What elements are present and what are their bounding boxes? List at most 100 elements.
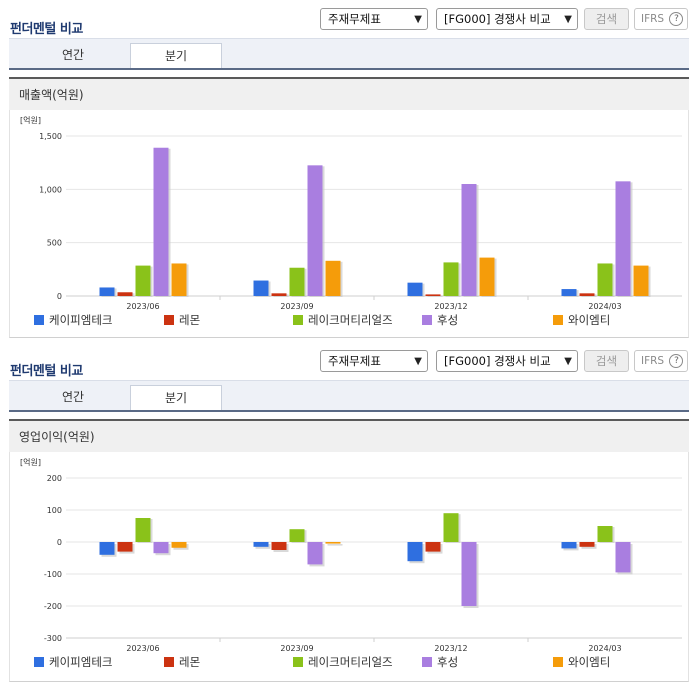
bar-2023-06-2 (135, 518, 151, 542)
legend-swatch-4 (553, 315, 563, 325)
legend-label-2: 레이크머티리얼즈 (308, 655, 393, 669)
bar-2023-09-2 (289, 267, 305, 296)
legend-swatch-2 (293, 315, 303, 325)
legend-swatch-0 (34, 657, 44, 667)
period-tabs: 연간 분기 (9, 380, 689, 411)
legend-swatch-0 (34, 315, 44, 325)
operating-income-chart: [억원] 200 100 0 -100 -200 -300 2023/06 2023/09 202… (20, 457, 682, 669)
legend-label-2: 레이크머티리얼즈 (308, 313, 393, 327)
legend-label-0: 케이피엠테크 (49, 313, 112, 327)
bar-2023-09-3 (307, 165, 323, 296)
section-bar: 영업이익(억원) (9, 419, 689, 452)
x-tick-label: 2023/12 (434, 302, 467, 311)
bar-2023-12-1 (425, 542, 441, 552)
statement-select[interactable]: 주재무제표 ▼ (320, 350, 428, 372)
y-tick-label: -300 (44, 634, 62, 643)
statement-select[interactable]: 주재무제표 ▼ (320, 8, 428, 30)
tab-quarterly[interactable]: 분기 (130, 43, 222, 69)
bar-2023-06-1 (117, 542, 133, 552)
legend-label-0: 케이피엠테크 (49, 655, 112, 669)
panel-header: 펀더멘털 비교 주재무제표 ▼ [FG000] 경쟁사 비교 ▼ 검색 IFRS… (0, 8, 696, 42)
tabs-underline (9, 410, 689, 412)
panel-title: 펀더멘털 비교 (10, 22, 83, 37)
x-tick-label: 2024/03 (588, 302, 621, 311)
legend-swatch-3 (422, 657, 432, 667)
bar-2023-12-0 (407, 542, 423, 562)
y-tick-label: -200 (44, 602, 62, 611)
y-tick-label: 0 (57, 292, 62, 301)
bar-shadow (327, 544, 343, 546)
ifrs-label: IFRS (641, 355, 665, 367)
ifrs-button[interactable]: IFRS ? (634, 8, 688, 30)
ifrs-button[interactable]: IFRS ? (634, 350, 688, 372)
bar-2023-09-1 (271, 542, 287, 550)
legend-label-4: 와이엠티 (568, 655, 610, 669)
chevron-down-icon: ▼ (564, 14, 572, 25)
bar-2023-06-3 (153, 147, 169, 296)
bar-2023-12-1 (425, 294, 441, 296)
x-tick-label: 2023/12 (434, 644, 467, 653)
operating-income-chart-frame: [억원] 200 100 0 -100 -200 -300 2023/06 2023/09 202… (9, 452, 689, 682)
bar-2023-06-1 (117, 292, 133, 296)
revenue-chart-frame: [억원] 0 500 1,000 1,500 2023/06 2023/09 2023/12 2… (9, 110, 689, 338)
y-tick-label: 500 (47, 239, 62, 248)
section-label-revenue: 매출액(억원) (19, 88, 84, 102)
statement-select-value: 주재무제표 (328, 354, 381, 368)
bar-2023-09-0 (253, 280, 269, 296)
help-icon: ? (669, 12, 684, 26)
bar-2024-03-3 (615, 181, 631, 296)
panel-title: 펀더멘털 비교 (10, 364, 83, 379)
period-tabs: 연간 분기 (9, 38, 689, 69)
bar-2023-09-2 (289, 529, 305, 542)
legend-label-3: 후성 (437, 313, 458, 327)
y-unit-label: [억원] (20, 115, 41, 125)
section-label-operating-income: 영업이익(억원) (19, 430, 95, 444)
bar-2024-03-4 (633, 265, 649, 296)
tab-annual[interactable]: 연간 (61, 390, 85, 404)
revenue-chart: [억원] 0 500 1,000 1,500 2023/06 2023/09 2023/12 2… (20, 115, 682, 327)
panel-header: 펀더멘털 비교 주재무제표 ▼ [FG000] 경쟁사 비교 ▼ 검색 IFRS… (0, 350, 696, 384)
bar-2024-03-0 (561, 542, 577, 549)
bar-2024-03-2 (597, 263, 613, 296)
compare-select-value: [FG000] 경쟁사 비교 (444, 354, 551, 368)
bar-2023-09-4 (325, 542, 341, 544)
bar-shadow (427, 295, 443, 297)
legend-label-4: 와이엠티 (568, 313, 610, 327)
tab-quarterly[interactable]: 분기 (130, 385, 222, 411)
search-button[interactable]: 검색 (584, 350, 629, 372)
x-tick-label: 2024/03 (588, 644, 621, 653)
tabs-underline (9, 68, 689, 70)
bar-2023-09-0 (253, 542, 269, 547)
x-tick-label: 2023/09 (280, 302, 313, 311)
bar-2023-06-4 (171, 542, 187, 548)
bar-2023-06-3 (153, 542, 169, 554)
compare-select-value: [FG000] 경쟁사 비교 (444, 12, 551, 26)
compare-select[interactable]: [FG000] 경쟁사 비교 ▼ (436, 350, 578, 372)
bar-2023-12-3 (461, 542, 477, 606)
bar-2023-12-2 (443, 513, 459, 542)
compare-select[interactable]: [FG000] 경쟁사 비교 ▼ (436, 8, 578, 30)
y-tick-label: 0 (57, 538, 62, 547)
bar-2023-06-0 (99, 542, 115, 555)
search-button[interactable]: 검색 (584, 8, 629, 30)
bar-2023-09-3 (307, 542, 323, 565)
y-tick-label: -100 (44, 570, 62, 579)
legend-swatch-3 (422, 315, 432, 325)
bar-2024-03-3 (615, 542, 631, 573)
bar-2024-03-2 (597, 526, 613, 542)
x-tick-label: 2023/09 (280, 644, 313, 653)
fundamental-panel-1: 펀더멘털 비교 주재무제표 ▼ [FG000] 경쟁사 비교 ▼ 검색 IFRS… (0, 8, 696, 338)
x-tick-label: 2023/06 (126, 644, 159, 653)
bar-2023-09-4 (325, 260, 341, 296)
section-bar: 매출액(억원) (9, 77, 689, 110)
bar-2024-03-1 (579, 542, 595, 547)
legend-label-1: 레몬 (179, 313, 200, 327)
bar-2023-12-2 (443, 262, 459, 296)
legend-swatch-1 (164, 315, 174, 325)
chevron-down-icon: ▼ (414, 356, 422, 367)
legend-label-1: 레몬 (179, 655, 200, 669)
tab-annual[interactable]: 연간 (61, 48, 85, 62)
chevron-down-icon: ▼ (564, 356, 572, 367)
bar-2023-06-2 (135, 265, 151, 296)
ifrs-label: IFRS (641, 13, 665, 25)
